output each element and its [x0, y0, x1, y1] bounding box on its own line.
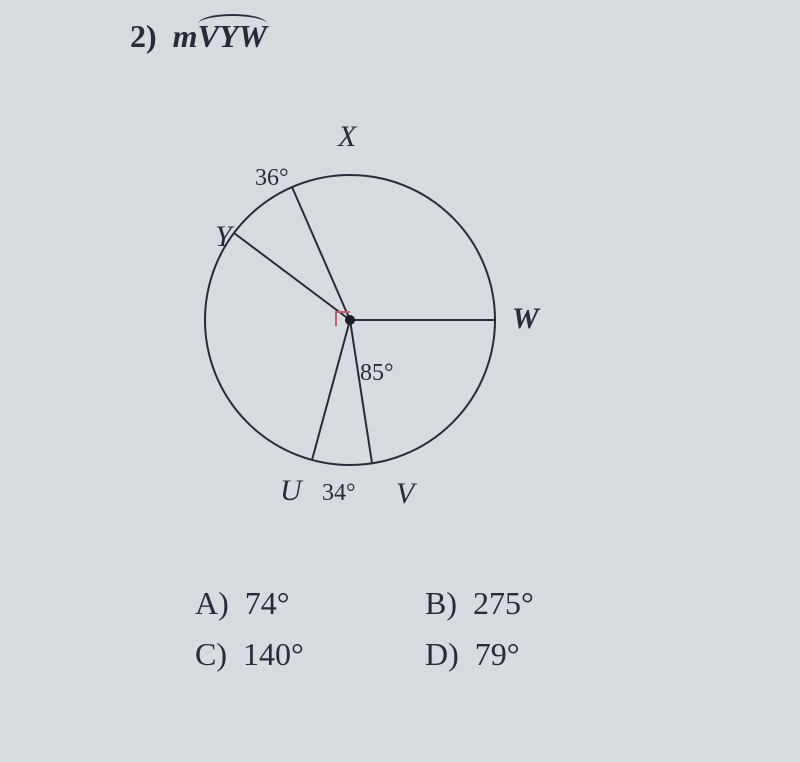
radius-y: [234, 233, 350, 320]
circle-diagram: XYWUV36°85°34°: [150, 100, 550, 530]
point-label-w: W: [512, 302, 541, 335]
answer-option-c: C) 140°: [195, 636, 425, 673]
radius-x: [292, 187, 350, 320]
answer-b-value: 275°: [473, 585, 534, 621]
answer-option-b: B) 275°: [425, 585, 655, 622]
question-prefix: m: [173, 18, 198, 54]
question-number: 2): [130, 18, 157, 54]
answer-a-value: 74°: [245, 585, 290, 621]
radius-v: [350, 320, 372, 463]
point-label-x: X: [337, 120, 358, 153]
answer-option-a: A) 74°: [195, 585, 425, 622]
arc-overline: [198, 14, 267, 24]
angle-label-1: 85°: [360, 360, 394, 386]
answer-options: A) 74° B) 275° C) 140° D) 79°: [195, 585, 655, 673]
radius-u: [312, 320, 350, 460]
arc-notation: VYW: [198, 18, 267, 55]
answer-d-value: 79°: [475, 636, 520, 672]
angle-label-0: 36°: [255, 165, 289, 191]
angle-label-2: 34°: [322, 480, 356, 506]
center-dot: [345, 315, 355, 325]
answer-option-d: D) 79°: [425, 636, 655, 673]
point-label-v: V: [396, 477, 418, 510]
diagram-svg: XYWUV36°85°34°: [150, 100, 550, 530]
question-header: 2) mVYW: [130, 18, 267, 55]
answer-c-value: 140°: [243, 636, 304, 672]
point-label-u: U: [280, 474, 304, 507]
